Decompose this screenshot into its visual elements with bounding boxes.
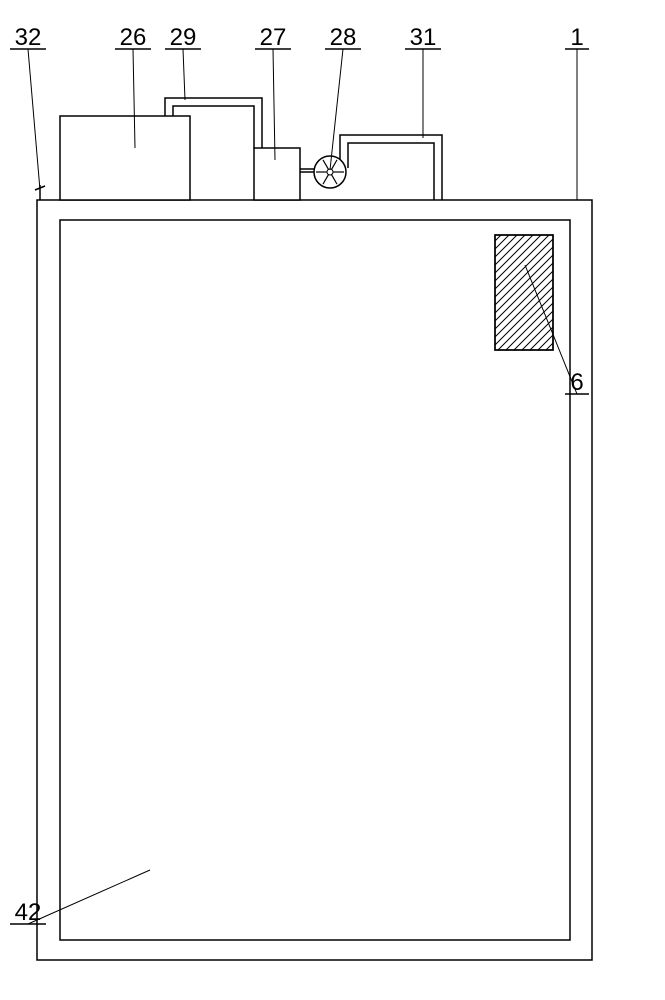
label-28: 28 <box>330 24 357 51</box>
label-29: 29 <box>170 24 197 51</box>
label-31: 31 <box>410 24 437 51</box>
label-42: 42 <box>15 899 42 926</box>
label-32: 32 <box>15 24 42 51</box>
label-1: 1 <box>570 24 583 51</box>
technical-diagram: 1631282729263242 <box>0 0 665 1000</box>
label-27: 27 <box>260 24 287 51</box>
label-26: 26 <box>120 24 147 51</box>
